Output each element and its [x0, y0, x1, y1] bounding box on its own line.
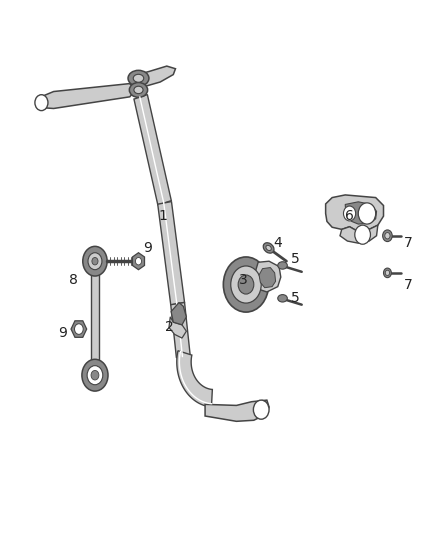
- Polygon shape: [158, 201, 184, 305]
- Text: 5: 5: [291, 252, 300, 265]
- Polygon shape: [171, 303, 190, 358]
- Polygon shape: [91, 274, 99, 360]
- Circle shape: [87, 366, 103, 385]
- Polygon shape: [325, 195, 384, 230]
- Ellipse shape: [383, 230, 392, 241]
- Text: 6: 6: [345, 209, 354, 223]
- Ellipse shape: [278, 262, 287, 269]
- Polygon shape: [169, 317, 186, 338]
- Text: 4: 4: [273, 236, 282, 249]
- Circle shape: [35, 95, 48, 111]
- Polygon shape: [345, 202, 377, 224]
- Circle shape: [74, 324, 83, 334]
- Polygon shape: [130, 66, 176, 89]
- Ellipse shape: [384, 268, 391, 278]
- Circle shape: [135, 257, 141, 265]
- Text: 3: 3: [239, 273, 247, 287]
- Polygon shape: [39, 84, 136, 109]
- Text: 2: 2: [165, 320, 173, 335]
- Ellipse shape: [385, 270, 390, 276]
- Text: 8: 8: [69, 273, 78, 287]
- Polygon shape: [253, 261, 281, 292]
- Circle shape: [253, 400, 269, 419]
- Circle shape: [231, 266, 261, 303]
- Circle shape: [88, 253, 102, 270]
- Text: 9: 9: [143, 241, 152, 255]
- Ellipse shape: [129, 83, 148, 98]
- Polygon shape: [171, 303, 186, 325]
- Text: 9: 9: [58, 326, 67, 340]
- Circle shape: [83, 246, 107, 276]
- Circle shape: [355, 225, 371, 244]
- Polygon shape: [132, 253, 145, 270]
- Polygon shape: [340, 225, 378, 243]
- Circle shape: [92, 257, 98, 265]
- Circle shape: [238, 275, 254, 294]
- Ellipse shape: [263, 243, 274, 253]
- Polygon shape: [71, 321, 87, 337]
- Ellipse shape: [133, 74, 144, 82]
- Ellipse shape: [385, 232, 390, 239]
- Polygon shape: [259, 268, 276, 288]
- Ellipse shape: [278, 295, 287, 302]
- Ellipse shape: [266, 245, 271, 251]
- Circle shape: [223, 257, 268, 312]
- Circle shape: [82, 359, 108, 391]
- Polygon shape: [177, 351, 212, 407]
- Text: 7: 7: [404, 278, 413, 292]
- Ellipse shape: [128, 70, 149, 86]
- Polygon shape: [205, 400, 269, 421]
- Circle shape: [91, 370, 99, 380]
- Circle shape: [358, 203, 376, 224]
- Polygon shape: [134, 94, 171, 205]
- Circle shape: [343, 206, 356, 221]
- Text: 7: 7: [404, 236, 413, 249]
- Text: 5: 5: [291, 292, 300, 305]
- Ellipse shape: [134, 86, 143, 94]
- Text: 1: 1: [158, 209, 167, 223]
